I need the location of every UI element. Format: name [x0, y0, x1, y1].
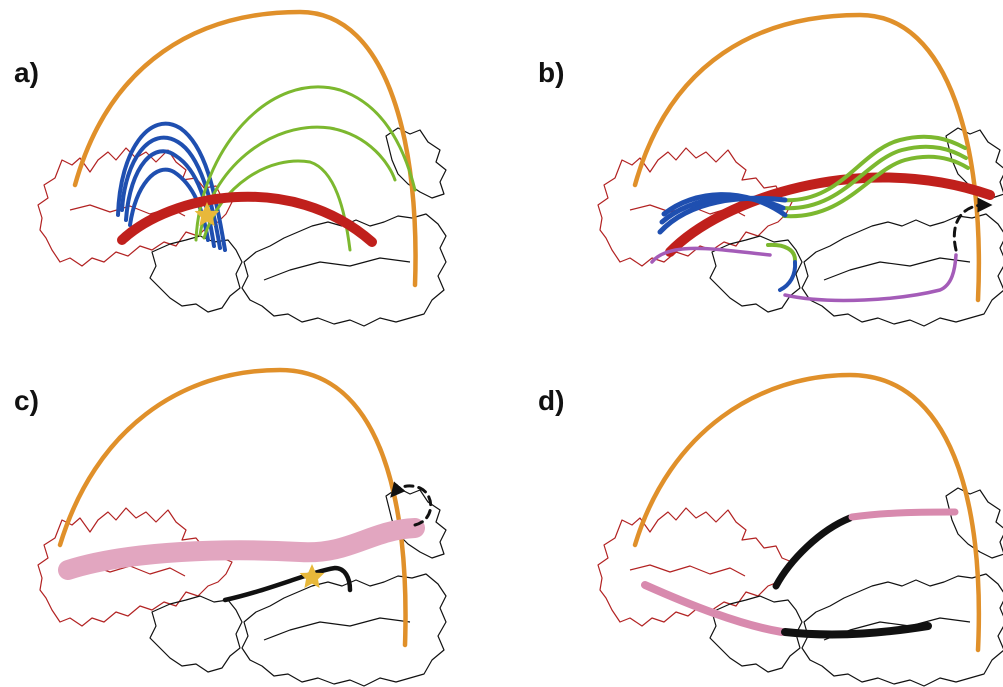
- black-tract: [225, 568, 350, 600]
- page: Tract diagrams html, body { margin: 0; p…: [0, 0, 1003, 687]
- panel-label: c): [14, 385, 39, 416]
- panel-b: b): [538, 15, 1003, 326]
- red-tract: [122, 197, 372, 242]
- figure: a) b): [0, 0, 1003, 687]
- black-tract: [776, 518, 850, 586]
- pink-tract: [852, 512, 955, 517]
- green-tracts: [780, 137, 968, 217]
- purple-tract: [785, 255, 956, 300]
- blue-tract-short: [780, 262, 795, 290]
- pink-tract: [68, 528, 415, 570]
- panel-c: c): [14, 370, 446, 686]
- panel-label: a): [14, 57, 39, 88]
- green-tracts: [196, 87, 415, 250]
- panel-a: a): [14, 12, 446, 326]
- black-tract: [785, 626, 928, 634]
- panel-label: b): [538, 57, 564, 88]
- panel-label: d): [538, 385, 564, 416]
- arc-tract: [60, 370, 406, 645]
- green-tract-short: [768, 245, 795, 260]
- panel-d: d): [538, 375, 1003, 686]
- brain-outline: [38, 488, 446, 686]
- page-body: a) b): [0, 0, 1003, 687]
